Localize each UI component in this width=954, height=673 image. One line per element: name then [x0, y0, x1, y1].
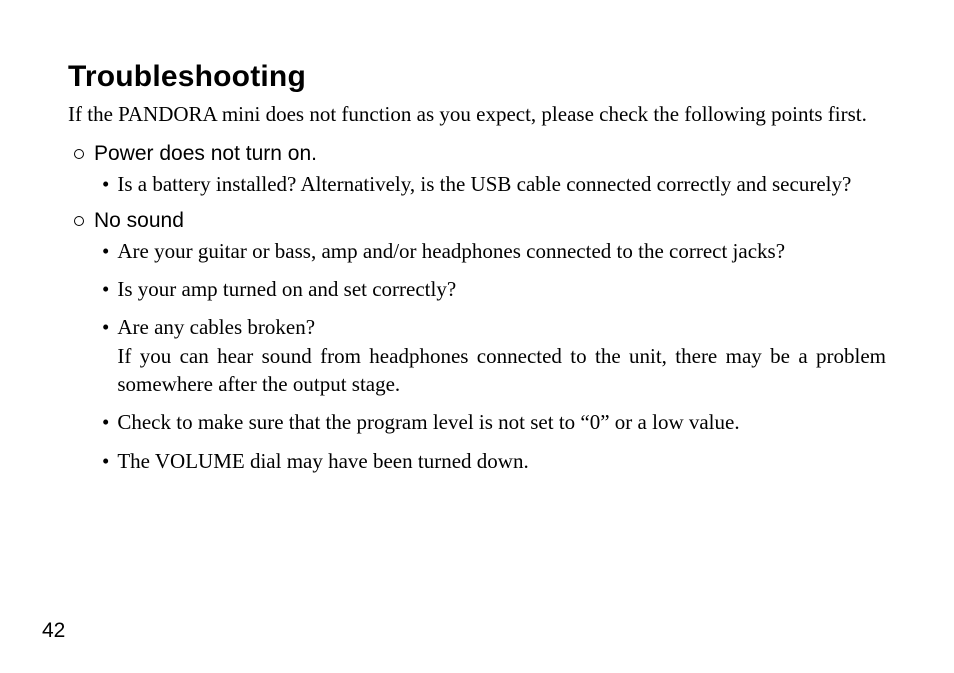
troubleshoot-section: Power does not turn on. • Is a battery i… [68, 142, 886, 198]
circle-bullet-icon [74, 216, 84, 226]
section-items: • Are your guitar or bass, amp and/or he… [68, 237, 886, 475]
item-text: Are your guitar or bass, amp and/or head… [117, 237, 886, 265]
section-header: No sound [68, 209, 886, 233]
item-text: Is a battery installed? Alternatively, i… [117, 170, 886, 198]
page-number: 42 [42, 619, 65, 643]
bullet-dot-icon: • [102, 237, 109, 265]
item-text: Are any cables broken?If you can hear so… [117, 313, 886, 398]
item-text: Check to make sure that the program leve… [117, 408, 886, 436]
bullet-dot-icon: • [102, 408, 109, 436]
intro-paragraph: If the PANDORA mini does not function as… [68, 100, 886, 128]
list-item: • Check to make sure that the program le… [102, 408, 886, 436]
circle-bullet-icon [74, 149, 84, 159]
section-header: Power does not turn on. [68, 142, 886, 166]
list-item: • The VOLUME dial may have been turned d… [102, 447, 886, 475]
section-title: No sound [94, 209, 184, 233]
list-item: • Are your guitar or bass, amp and/or he… [102, 237, 886, 265]
bullet-dot-icon: • [102, 313, 109, 341]
section-items: • Is a battery installed? Alternatively,… [68, 170, 886, 198]
troubleshoot-section: No sound • Are your guitar or bass, amp … [68, 209, 886, 475]
bullet-dot-icon: • [102, 275, 109, 303]
list-item: • Is a battery installed? Alternatively,… [102, 170, 886, 198]
document-page: Troubleshooting If the PANDORA mini does… [0, 0, 954, 673]
page-heading: Troubleshooting [68, 60, 886, 94]
list-item: • Is your amp turned on and set correctl… [102, 275, 886, 303]
section-title: Power does not turn on. [94, 142, 317, 166]
bullet-dot-icon: • [102, 447, 109, 475]
item-text: The VOLUME dial may have been turned dow… [117, 447, 886, 475]
item-text: Is your amp turned on and set correctly? [117, 275, 886, 303]
list-item: • Are any cables broken?If you can hear … [102, 313, 886, 398]
bullet-dot-icon: • [102, 170, 109, 198]
